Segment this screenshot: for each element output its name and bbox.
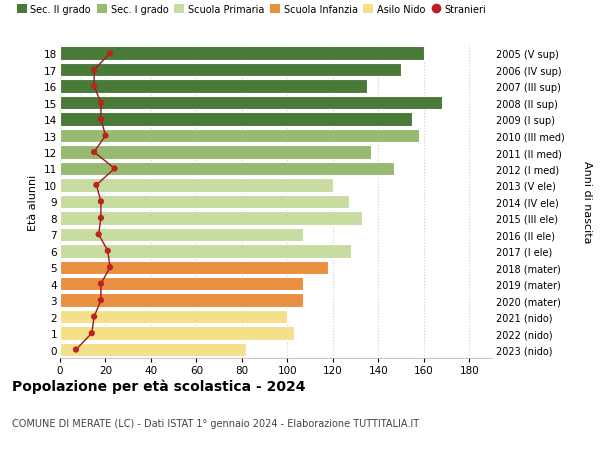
Point xyxy=(105,50,115,58)
Text: COMUNE DI MERATE (LC) - Dati ISTAT 1° gennaio 2024 - Elaborazione TUTTITALIA.IT: COMUNE DI MERATE (LC) - Dati ISTAT 1° ge… xyxy=(12,418,419,428)
Bar xyxy=(60,179,333,192)
Text: Popolazione per età scolastica - 2024: Popolazione per età scolastica - 2024 xyxy=(12,379,305,393)
Point xyxy=(101,133,110,140)
Point xyxy=(87,330,97,337)
Bar xyxy=(60,80,367,94)
Bar xyxy=(60,129,419,143)
Point xyxy=(110,165,119,173)
Bar xyxy=(60,310,287,324)
Bar xyxy=(60,47,424,61)
Bar xyxy=(60,261,328,274)
Point xyxy=(96,100,106,107)
Point xyxy=(94,231,103,239)
Point xyxy=(89,149,99,157)
Bar xyxy=(60,327,294,340)
Point xyxy=(89,67,99,74)
Bar xyxy=(60,212,362,225)
Point xyxy=(96,116,106,123)
Point xyxy=(96,297,106,304)
Point xyxy=(103,247,113,255)
Bar xyxy=(60,195,349,209)
Y-axis label: Età alunni: Età alunni xyxy=(28,174,38,230)
Bar xyxy=(60,97,442,110)
Bar xyxy=(60,146,371,159)
Point xyxy=(96,198,106,206)
Bar xyxy=(60,228,303,241)
Point xyxy=(92,182,101,189)
Bar xyxy=(60,162,394,176)
Legend: Sec. II grado, Sec. I grado, Scuola Primaria, Scuola Infanzia, Asilo Nido, Stran: Sec. II grado, Sec. I grado, Scuola Prim… xyxy=(17,5,487,15)
Y-axis label: Anni di nascita: Anni di nascita xyxy=(581,161,592,243)
Bar xyxy=(60,245,351,258)
Point xyxy=(89,83,99,90)
Bar xyxy=(60,343,247,357)
Point xyxy=(89,313,99,321)
Point xyxy=(96,215,106,222)
Bar xyxy=(60,113,412,127)
Point xyxy=(96,280,106,288)
Point xyxy=(105,264,115,271)
Point xyxy=(71,346,81,353)
Bar xyxy=(60,277,303,291)
Bar xyxy=(60,294,303,307)
Bar xyxy=(60,64,401,77)
